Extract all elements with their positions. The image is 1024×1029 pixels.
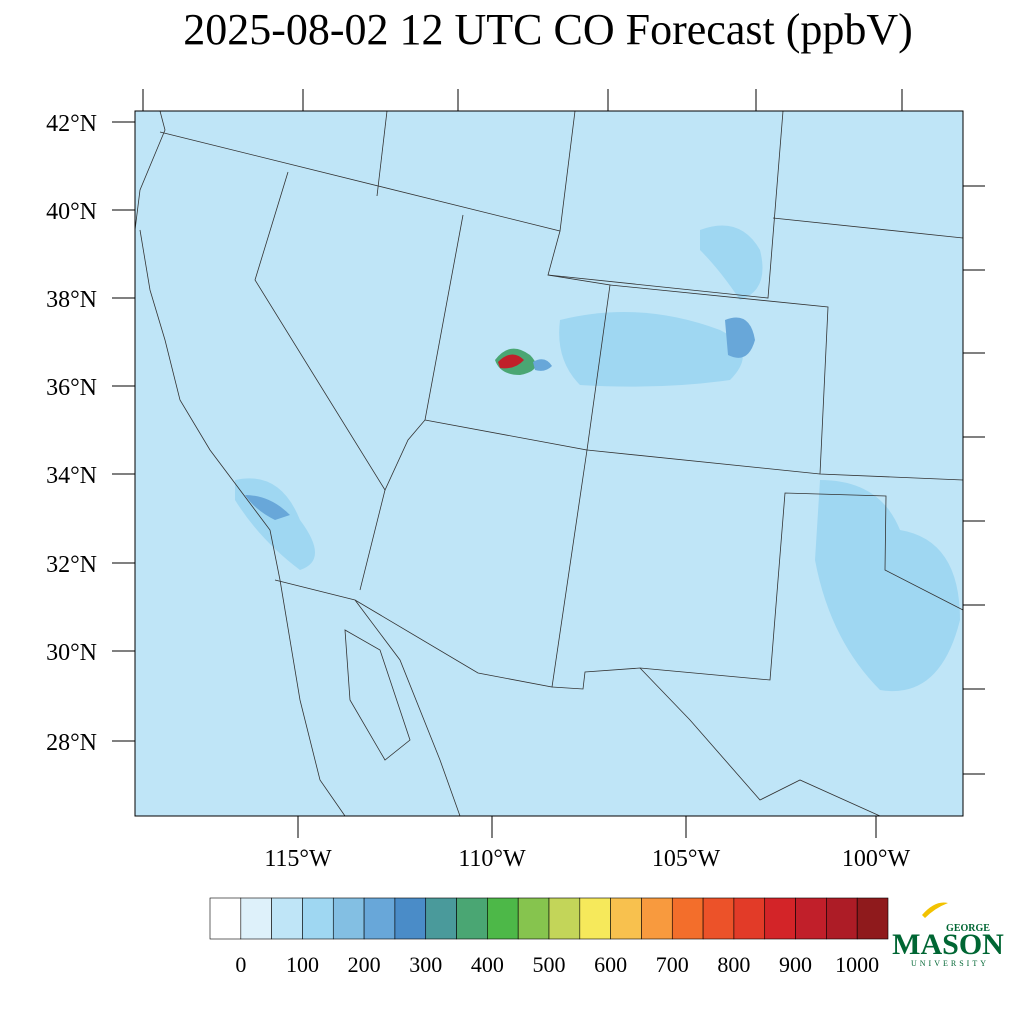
coastline bbox=[139, 229, 281, 581]
colorbar-label: 600 bbox=[594, 952, 627, 977]
lon-label: 105°W bbox=[652, 846, 721, 872]
map-background bbox=[135, 111, 963, 816]
plume bbox=[559, 312, 743, 387]
plume bbox=[533, 359, 552, 371]
colorbar-label: 300 bbox=[409, 952, 442, 977]
colorbar-label: 100 bbox=[286, 952, 319, 977]
colorbar-box bbox=[302, 897, 334, 940]
colorbar-label: 1000 bbox=[835, 952, 879, 977]
colorbar-label: 0 bbox=[235, 952, 246, 977]
colorbar-label: 900 bbox=[779, 952, 812, 977]
borders bbox=[134, 110, 964, 817]
colorbar-box bbox=[240, 897, 272, 940]
colorbar-box bbox=[579, 897, 611, 940]
logo-mark bbox=[922, 902, 948, 918]
colorbar-label: 800 bbox=[717, 952, 750, 977]
colorbar-label: 500 bbox=[533, 952, 566, 977]
plume bbox=[498, 354, 524, 369]
colorbar-box bbox=[702, 897, 735, 940]
colorbar-box bbox=[271, 897, 303, 940]
coastline bbox=[279, 579, 346, 817]
lat-label: 30°N bbox=[46, 640, 97, 666]
colorbar-box bbox=[733, 897, 766, 940]
plume bbox=[245, 495, 290, 520]
colorbar-box bbox=[517, 897, 550, 940]
lat-label: 42°N bbox=[46, 111, 97, 137]
lat-label: 38°N bbox=[46, 287, 97, 313]
colorbar-box bbox=[610, 897, 642, 940]
colorbar-label: 400 bbox=[471, 952, 504, 977]
state-border bbox=[359, 489, 386, 591]
colorbar: 0 100 200 300 400 500 600 700 800 900 1000 bbox=[209, 897, 889, 977]
lon-label: 115°W bbox=[264, 846, 332, 872]
logo: GEORGE MASON UNIVERSITY bbox=[892, 902, 1004, 968]
ticks bbox=[112, 89, 985, 838]
colorbar-box bbox=[332, 897, 365, 940]
plume bbox=[725, 317, 755, 358]
lon-label: 100°W bbox=[842, 846, 911, 872]
state-border bbox=[586, 449, 821, 475]
lat-label: 32°N bbox=[46, 552, 97, 578]
colorbar-box bbox=[363, 897, 396, 940]
state-border bbox=[772, 217, 964, 239]
map-frame bbox=[134, 110, 964, 817]
coastline bbox=[134, 110, 166, 231]
plume bbox=[700, 225, 763, 300]
colorbar-box bbox=[641, 897, 673, 940]
colorbar-box bbox=[209, 897, 242, 940]
colorbar-box bbox=[795, 897, 827, 940]
logo-main: MASON bbox=[892, 928, 1004, 961]
state-border bbox=[547, 110, 784, 299]
state-border bbox=[609, 284, 964, 481]
colorbar-label: 700 bbox=[656, 952, 689, 977]
lat-label: 34°N bbox=[46, 463, 97, 489]
colorbar-box bbox=[487, 897, 519, 940]
lat-label: 40°N bbox=[46, 199, 97, 225]
coastline bbox=[354, 599, 461, 817]
lat-label: 28°N bbox=[46, 730, 97, 756]
colorbar-box bbox=[425, 897, 457, 940]
colorbar-box bbox=[764, 897, 796, 940]
state-border bbox=[274, 449, 588, 688]
state-border bbox=[376, 110, 388, 197]
logo-top: GEORGE bbox=[946, 923, 990, 934]
colorbar-label: 200 bbox=[348, 952, 381, 977]
coastline bbox=[344, 629, 411, 761]
colorbar-box bbox=[456, 897, 488, 940]
plume bbox=[815, 480, 960, 692]
colorbar-box bbox=[856, 897, 889, 940]
plumes bbox=[235, 225, 960, 692]
lat-label: 36°N bbox=[46, 375, 97, 401]
title: 2025-08-02 12 UTC CO Forecast (ppbV) bbox=[183, 5, 913, 54]
country-border bbox=[639, 667, 881, 817]
colorbar-box bbox=[826, 897, 858, 940]
colorbar-box bbox=[671, 897, 704, 940]
state-border bbox=[254, 171, 464, 491]
map bbox=[112, 89, 985, 838]
colorbar-box bbox=[548, 897, 581, 940]
logo-bottom: UNIVERSITY bbox=[911, 959, 989, 968]
colorbar-box bbox=[394, 897, 427, 940]
lon-label: 110°W bbox=[458, 846, 526, 872]
state-border bbox=[551, 492, 964, 690]
